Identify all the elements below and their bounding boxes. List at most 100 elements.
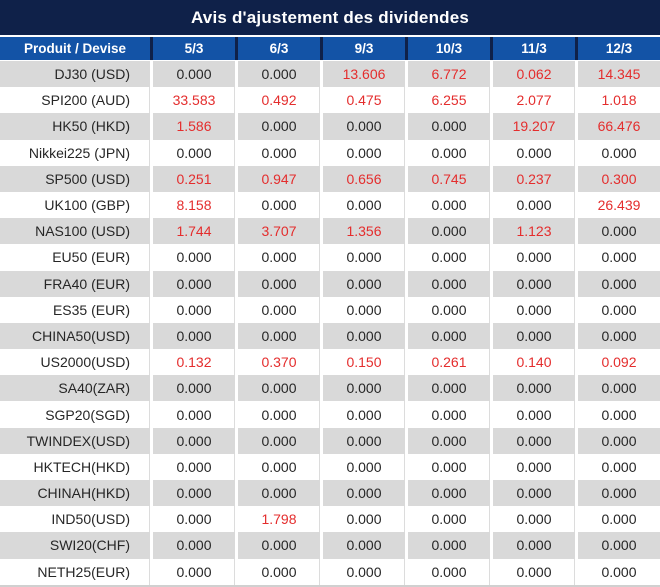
- value-cell: 0.000: [578, 322, 660, 350]
- table-row: HKTECH(HKD) 0.000 0.000 0.000 0.000 0.000 0.00…: [0, 453, 660, 480]
- column-header-date: 12/3: [578, 37, 660, 60]
- table-row: SA40(ZAR) 0.000 0.000 0.000 0.000 0.000 0.000: [0, 375, 660, 402]
- value-cell: 0.000: [578, 270, 660, 297]
- value-cell: 0.251: [153, 165, 235, 192]
- table-body: DJ30 (USD) 0.000 0.000 13.606 6.772 0.062 14.3…: [0, 61, 660, 585]
- value-cell: 0.000: [238, 139, 320, 166]
- value-cell: 0.000: [578, 218, 660, 245]
- table-row: IND50(USD) 0.000 1.798 0.000 0.000 0.000 0.000: [0, 506, 660, 533]
- value-cell: 0.000: [408, 139, 490, 166]
- value-cell: 0.000: [238, 322, 320, 350]
- value-cell: 0.000: [493, 270, 575, 297]
- value-cell: 0.000: [153, 480, 235, 507]
- product-cell: SPI200 (AUD): [0, 87, 150, 114]
- value-cell: 0.000: [238, 532, 320, 559]
- value-cell: 0.000: [493, 322, 575, 350]
- value-cell: 0.000: [238, 480, 320, 507]
- value-cell: 0.000: [408, 480, 490, 507]
- value-cell: 0.000: [323, 375, 405, 402]
- column-header-date: 5/3: [153, 37, 235, 60]
- column-header-date: 6/3: [238, 37, 320, 60]
- product-cell: UK100 (GBP): [0, 191, 150, 219]
- value-cell: 2.077: [493, 87, 575, 114]
- column-header-product: Produit / Devise: [0, 37, 150, 60]
- value-cell: 0.000: [408, 453, 490, 480]
- value-cell: 0.000: [238, 191, 320, 219]
- value-cell: 6.255: [408, 87, 490, 114]
- value-cell: 0.000: [578, 139, 660, 166]
- value-cell: 0.000: [238, 244, 320, 271]
- value-cell: 0.000: [408, 558, 490, 585]
- value-cell: 0.000: [493, 139, 575, 166]
- value-cell: 0.000: [153, 453, 235, 480]
- product-cell: Nikkei225 (JPN): [0, 139, 150, 166]
- value-cell: 0.000: [153, 244, 235, 271]
- value-cell: 0.000: [153, 401, 235, 428]
- product-cell: SP500 (USD): [0, 165, 150, 192]
- value-cell: 1.018: [578, 87, 660, 114]
- value-cell: 0.000: [493, 453, 575, 480]
- product-cell: CHINAH(HKD): [0, 480, 150, 507]
- table-row: DJ30 (USD) 0.000 0.000 13.606 6.772 0.062 14.3…: [0, 61, 660, 88]
- value-cell: 0.000: [323, 322, 405, 350]
- table-row: SWI20(CHF) 0.000 0.000 0.000 0.000 0.000 0.000: [0, 532, 660, 559]
- table-title: Avis d'ajustement des dividendes: [0, 0, 660, 35]
- value-cell: 0.000: [323, 296, 405, 323]
- product-cell: FRA40 (EUR): [0, 270, 150, 297]
- value-cell: 66.476: [578, 113, 660, 140]
- value-cell: 0.000: [323, 427, 405, 454]
- value-cell: 0.000: [323, 270, 405, 297]
- value-cell: 0.000: [578, 532, 660, 559]
- value-cell: 19.207: [493, 113, 575, 140]
- value-cell: 0.000: [493, 480, 575, 507]
- value-cell: 1.356: [323, 218, 405, 245]
- product-cell: HK50 (HKD): [0, 113, 150, 140]
- value-cell: 0.000: [408, 532, 490, 559]
- value-cell: 0.000: [493, 558, 575, 585]
- value-cell: 1.123: [493, 218, 575, 245]
- column-header-date: 11/3: [493, 37, 575, 60]
- value-cell: 0.062: [493, 61, 575, 88]
- value-cell: 0.000: [408, 401, 490, 428]
- value-cell: 0.092: [578, 349, 660, 376]
- table-row: Nikkei225 (JPN) 0.000 0.000 0.000 0.000 0.000…: [0, 139, 660, 166]
- value-cell: 0.475: [323, 87, 405, 114]
- product-cell: US2000(USD): [0, 349, 150, 376]
- value-cell: 0.000: [323, 244, 405, 271]
- value-cell: 0.000: [493, 427, 575, 454]
- value-cell: 0.000: [153, 139, 235, 166]
- value-cell: 0.000: [323, 401, 405, 428]
- value-cell: 0.947: [238, 165, 320, 192]
- table-row: FRA40 (EUR) 0.000 0.000 0.000 0.000 0.000 0.00…: [0, 270, 660, 297]
- value-cell: 0.000: [408, 191, 490, 219]
- value-cell: 0.000: [408, 218, 490, 245]
- value-cell: 0.132: [153, 349, 235, 376]
- value-cell: 26.439: [578, 191, 660, 219]
- value-cell: 0.745: [408, 165, 490, 192]
- product-cell: SWI20(CHF): [0, 532, 150, 559]
- value-cell: 14.345: [578, 61, 660, 88]
- table-row: US2000(USD) 0.132 0.370 0.150 0.261 0.140 0.09…: [0, 349, 660, 376]
- table-row: NAS100 (USD) 1.744 3.707 1.356 0.000 1.123 0.0…: [0, 218, 660, 245]
- value-cell: 33.583: [153, 87, 235, 114]
- value-cell: 0.000: [323, 113, 405, 140]
- value-cell: 1.744: [153, 218, 235, 245]
- table-bottom-edge: [0, 585, 660, 587]
- value-cell: 0.000: [323, 480, 405, 507]
- value-cell: 0.000: [238, 270, 320, 297]
- value-cell: 0.000: [323, 139, 405, 166]
- value-cell: 1.586: [153, 113, 235, 140]
- value-cell: 0.000: [238, 375, 320, 402]
- value-cell: 3.707: [238, 218, 320, 245]
- product-cell: CHINA50(USD): [0, 322, 150, 350]
- value-cell: 0.000: [408, 296, 490, 323]
- table-row: TWINDEX(USD) 0.000 0.000 0.000 0.000 0.000 0.0…: [0, 427, 660, 454]
- table-row: ES35 (EUR) 0.000 0.000 0.000 0.000 0.000 0.000: [0, 296, 660, 323]
- value-cell: 0.261: [408, 349, 490, 376]
- value-cell: 0.000: [578, 558, 660, 585]
- value-cell: 0.000: [578, 480, 660, 507]
- value-cell: 0.000: [238, 113, 320, 140]
- value-cell: 0.000: [578, 244, 660, 271]
- value-cell: 0.492: [238, 87, 320, 114]
